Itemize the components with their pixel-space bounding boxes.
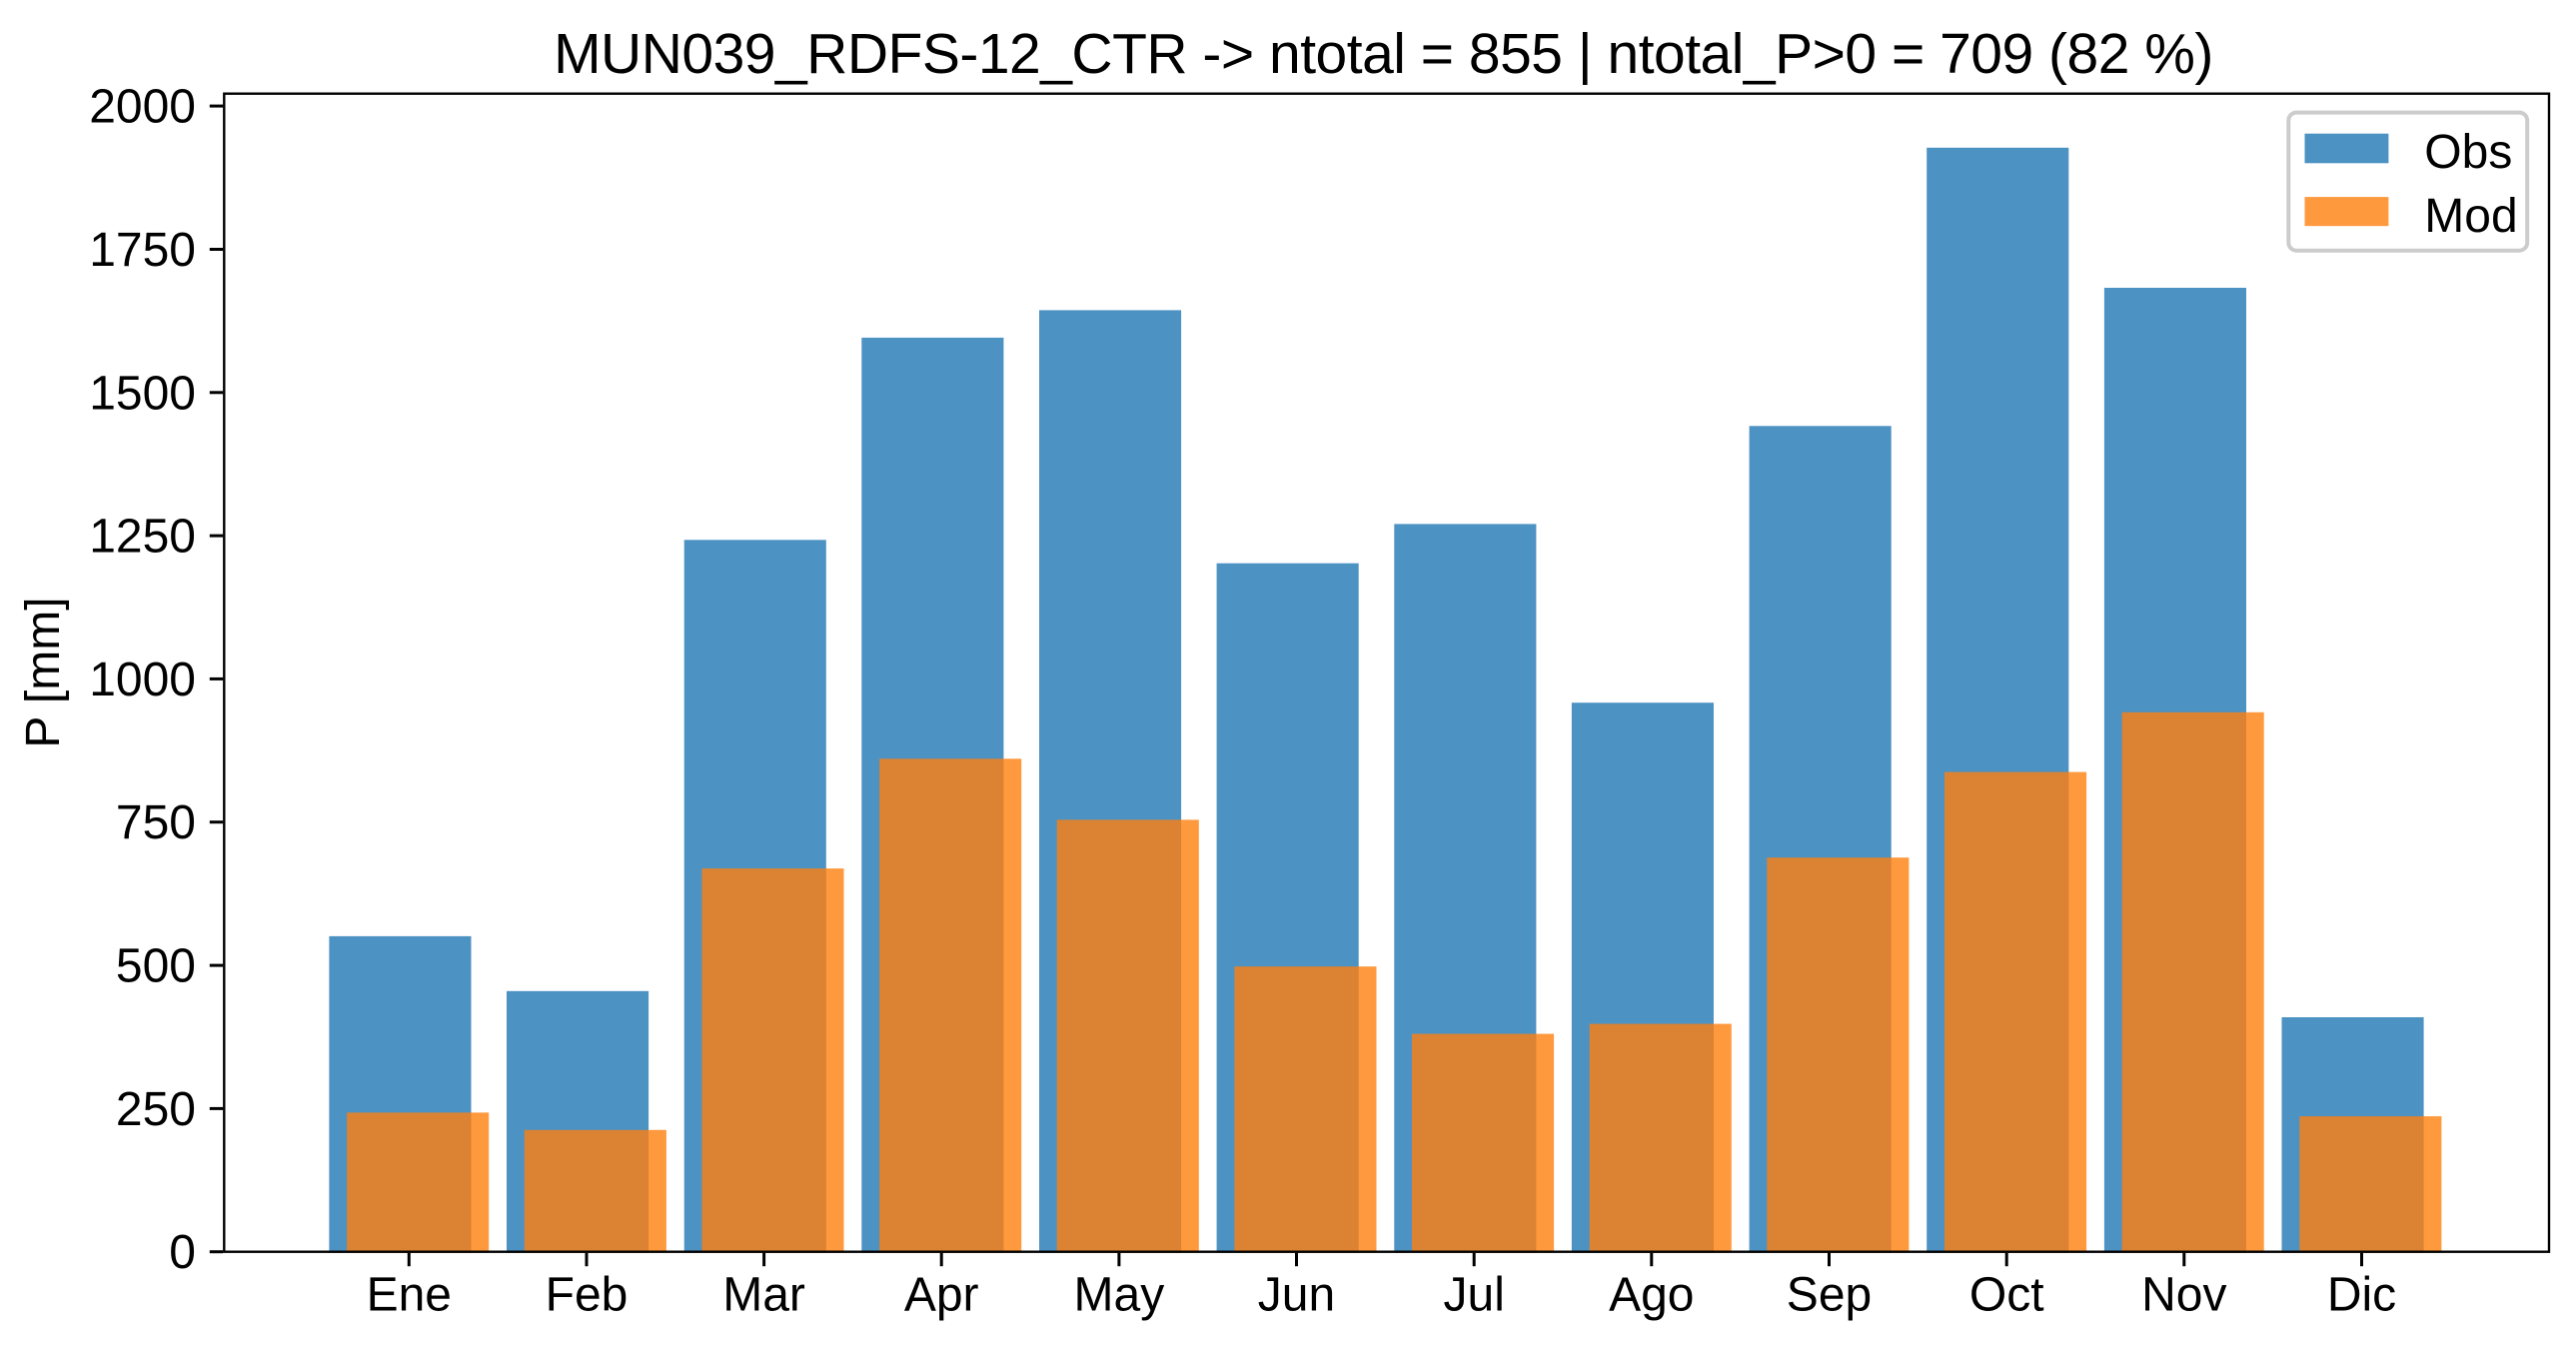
- svg-text:500: 500: [116, 940, 196, 993]
- svg-text:Jun: Jun: [1258, 1269, 1335, 1322]
- svg-text:2000: 2000: [89, 81, 196, 134]
- svg-text:0: 0: [169, 1226, 196, 1279]
- svg-text:Obs: Obs: [2424, 126, 2512, 179]
- svg-text:1250: 1250: [89, 511, 196, 564]
- svg-text:250: 250: [116, 1083, 196, 1136]
- svg-text:750: 750: [116, 796, 196, 849]
- svg-text:Apr: Apr: [904, 1269, 979, 1322]
- svg-text:1000: 1000: [89, 654, 196, 706]
- svg-text:MUN039_RDFS-12_CTR -> ntotal =: MUN039_RDFS-12_CTR -> ntotal = 855 | nto…: [554, 22, 2213, 86]
- svg-text:1750: 1750: [89, 224, 196, 277]
- svg-text:Ago: Ago: [1609, 1269, 1694, 1322]
- svg-text:Dic: Dic: [2327, 1269, 2396, 1322]
- svg-text:Jul: Jul: [1444, 1269, 1505, 1322]
- svg-text:Oct: Oct: [1969, 1269, 2044, 1322]
- svg-text:Ene: Ene: [367, 1269, 452, 1322]
- svg-text:Feb: Feb: [546, 1269, 629, 1322]
- svg-text:Nov: Nov: [2141, 1269, 2226, 1322]
- svg-text:Mod: Mod: [2424, 190, 2517, 243]
- svg-text:1500: 1500: [89, 367, 196, 420]
- svg-text:May: May: [1074, 1269, 1165, 1322]
- svg-text:P [mm]: P [mm]: [17, 597, 70, 747]
- svg-text:Sep: Sep: [1787, 1269, 1872, 1322]
- svg-text:Mar: Mar: [722, 1269, 805, 1322]
